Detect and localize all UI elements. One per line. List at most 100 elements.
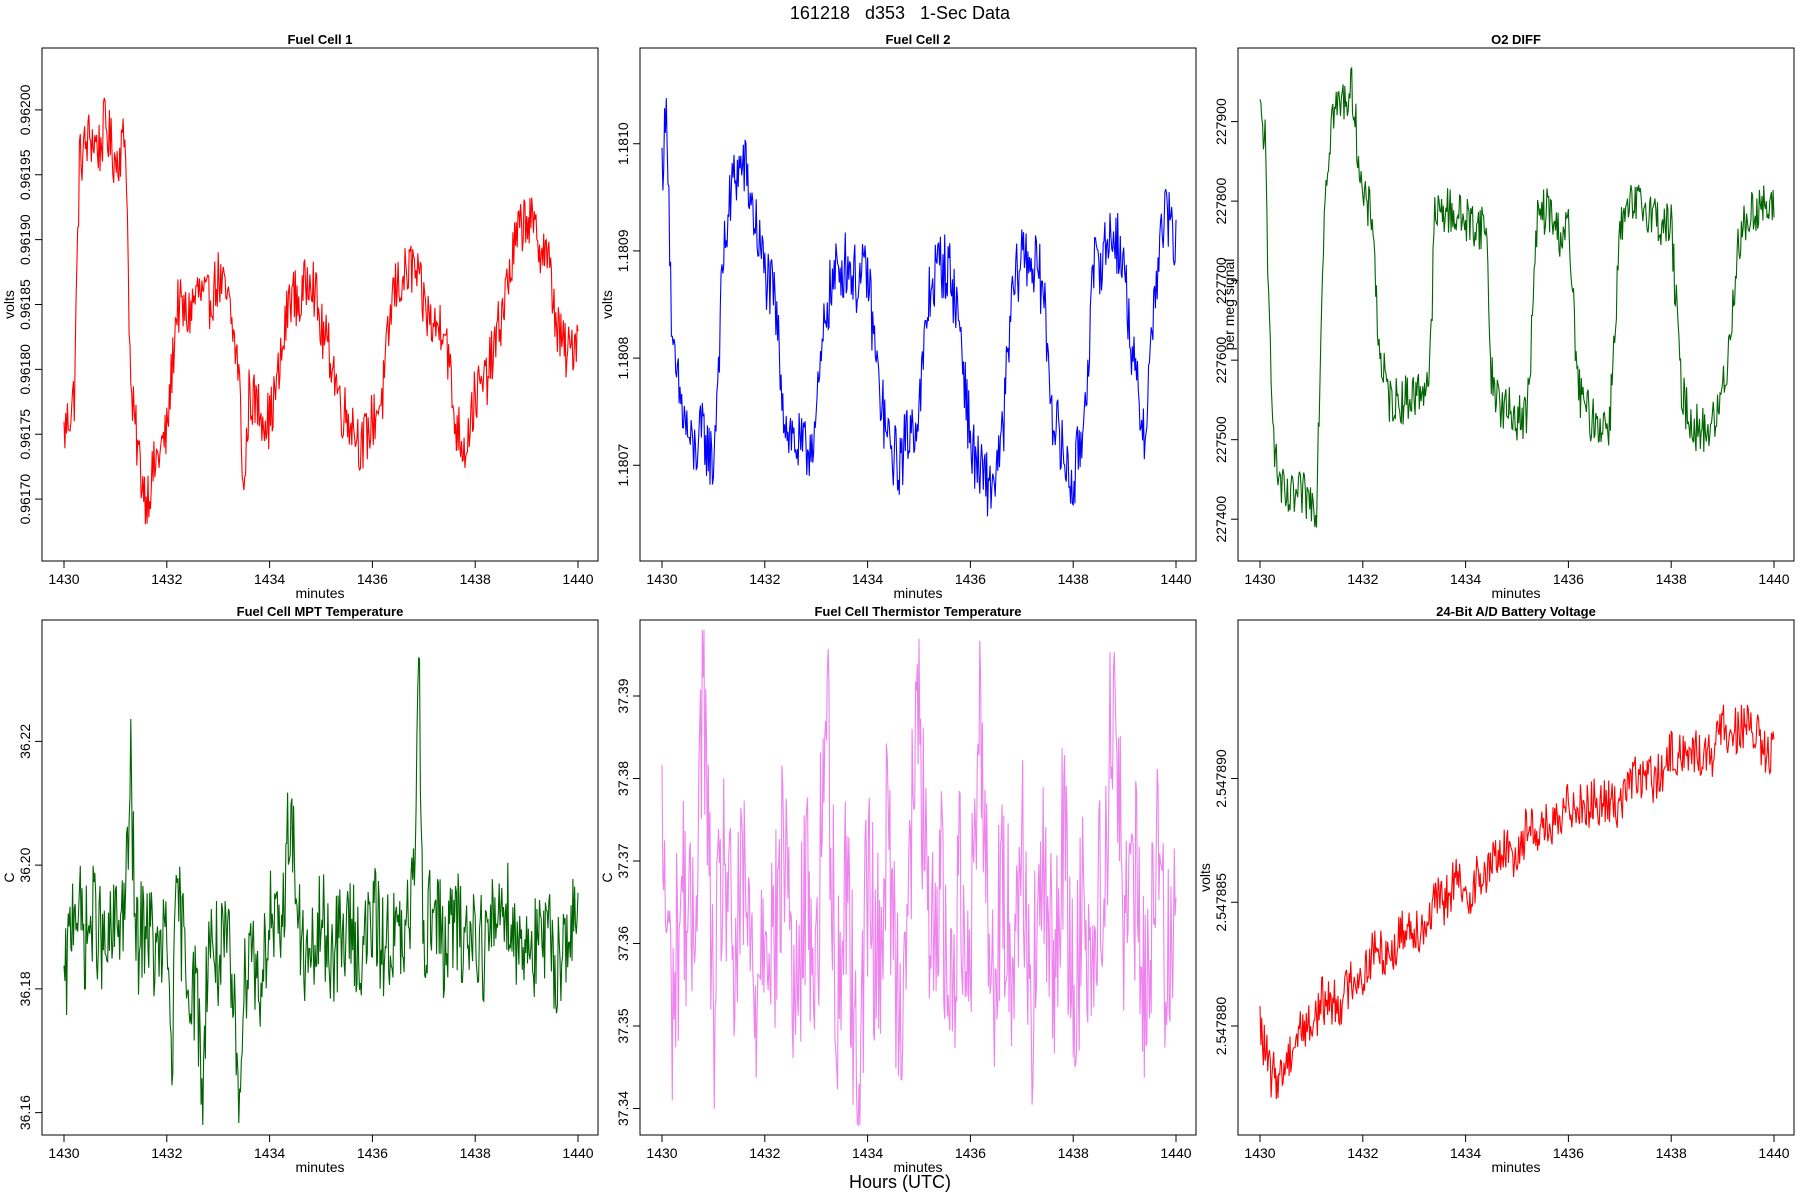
plot-frame [1237, 619, 1795, 1136]
chart-panel-1: Fuel Cell 1 1430 1432 1434 1436 1438 1440 minut… [1, 32, 599, 601]
x-axis-footer-label: Hours (UTC) [849, 1172, 951, 1192]
x-tick-label: 1440 [1160, 571, 1191, 587]
x-tick-label: 1436 [955, 1145, 986, 1161]
x-tick-label: 1440 [1160, 1145, 1191, 1161]
y-tick-label: 37.38 [615, 761, 631, 796]
chart-title: Fuel Cell 2 [885, 32, 950, 47]
plot-frame [41, 47, 599, 562]
chart-title: Fuel Cell Thermistor Temperature [814, 604, 1021, 619]
y-axis-label: C [599, 872, 615, 882]
y-tick-label: 37.36 [615, 926, 631, 961]
series-line [1259, 704, 1775, 1100]
x-tick-label: 1440 [562, 571, 593, 587]
y-tick-label: 36.18 [17, 971, 33, 1006]
y-axis-label: per meg signal [1221, 259, 1237, 351]
y-tick-label: 1.1809 [615, 229, 631, 272]
series-line [1259, 67, 1775, 528]
y-tick-label: 2.547890 [1213, 749, 1229, 808]
y-tick-label: 0.96170 [17, 474, 33, 525]
y-tick-label: 37.37 [615, 843, 631, 878]
chart-panel-6: 24-Bit A/D Battery Voltage 1430 1432 1434 14… [1197, 604, 1795, 1175]
y-tick-label: 227700 [1213, 257, 1229, 304]
chart-panel-5: Fuel Cell Thermistor Temperature 1430 1432… [599, 604, 1197, 1175]
x-tick-label: 1432 [1347, 571, 1378, 587]
x-axis-label: minutes [893, 585, 942, 601]
chart-title: O2 DIFF [1491, 32, 1541, 47]
y-axis-label: C [1, 872, 17, 882]
x-tick-label: 1430 [1244, 571, 1275, 587]
x-tick-label: 1440 [1758, 571, 1789, 587]
x-tick-label: 1436 [357, 571, 388, 587]
y-axis-label: volts [1197, 863, 1213, 892]
y-tick-label: 227400 [1213, 496, 1229, 543]
y-tick-label: 37.35 [615, 1008, 631, 1043]
chart-panel-2: Fuel Cell 2 1430 1432 1434 1436 1438 1440 minut… [599, 32, 1197, 601]
x-axis-label: minutes [1491, 585, 1540, 601]
x-tick-label: 1432 [749, 1145, 780, 1161]
y-tick-label: 36.16 [17, 1095, 33, 1130]
x-axis-label: minutes [295, 1159, 344, 1175]
x-axis-label: minutes [295, 585, 344, 601]
series-line [63, 97, 579, 525]
x-tick-label: 1438 [1656, 571, 1687, 587]
x-tick-label: 1436 [357, 1145, 388, 1161]
y-tick-label: 227600 [1213, 337, 1229, 384]
x-tick-label: 1438 [1058, 1145, 1089, 1161]
chart-panel-4: Fuel Cell MPT Temperature 1430 1432 1434 143… [1, 604, 599, 1175]
y-tick-label: 227800 [1213, 178, 1229, 225]
x-tick-label: 1438 [460, 1145, 491, 1161]
y-axis-label: volts [1, 290, 17, 319]
x-tick-label: 1434 [1450, 571, 1481, 587]
y-tick-label: 0.96175 [17, 409, 33, 460]
x-tick-label: 1432 [151, 571, 182, 587]
x-tick-label: 1440 [562, 1145, 593, 1161]
y-tick-label: 227500 [1213, 416, 1229, 463]
y-tick-label: 1.1807 [615, 444, 631, 487]
y-tick-label: 36.20 [17, 847, 33, 882]
x-tick-label: 1430 [646, 571, 677, 587]
y-tick-label: 1.1808 [615, 336, 631, 379]
x-tick-label: 1438 [1656, 1145, 1687, 1161]
y-tick-label: 0.96180 [17, 344, 33, 395]
x-tick-label: 1436 [955, 571, 986, 587]
page-title: 161218 d353 1-Sec Data [789, 3, 1011, 23]
x-tick-label: 1440 [1758, 1145, 1789, 1161]
y-tick-label: 2.547880 [1213, 997, 1229, 1056]
x-axis-label: minutes [893, 1159, 942, 1175]
series-line [661, 98, 1177, 517]
x-tick-label: 1434 [852, 571, 883, 587]
y-tick-label: 0.96185 [17, 279, 33, 330]
y-tick-label: 37.39 [615, 678, 631, 713]
y-tick-label: 37.34 [615, 1091, 631, 1126]
y-tick-label: 0.96200 [17, 84, 33, 135]
y-tick-label: 0.96190 [17, 214, 33, 265]
y-tick-label: 0.96195 [17, 149, 33, 200]
chart-panel-3: O2 DIFF 1430 1432 1434 1436 1438 1440 minutes 22… [1213, 32, 1795, 601]
x-tick-label: 1434 [254, 1145, 285, 1161]
x-tick-label: 1434 [852, 1145, 883, 1161]
x-axis-label: minutes [1491, 1159, 1540, 1175]
chart-title: Fuel Cell MPT Temperature [237, 604, 404, 619]
series-line [661, 629, 1177, 1127]
x-tick-label: 1430 [1244, 1145, 1275, 1161]
plot-frame [1237, 47, 1795, 562]
y-tick-label: 1.1810 [615, 122, 631, 165]
x-tick-label: 1434 [254, 571, 285, 587]
series-line [63, 657, 579, 1126]
x-tick-label: 1436 [1553, 1145, 1584, 1161]
x-tick-label: 1430 [48, 1145, 79, 1161]
plot-frame [639, 47, 1197, 562]
x-tick-label: 1430 [48, 571, 79, 587]
x-tick-label: 1432 [1347, 1145, 1378, 1161]
chart-title: Fuel Cell 1 [287, 32, 352, 47]
y-tick-label: 36.22 [17, 724, 33, 759]
x-tick-label: 1438 [460, 571, 491, 587]
y-tick-label: 227900 [1213, 98, 1229, 145]
x-tick-label: 1436 [1553, 571, 1584, 587]
chart-title: 24-Bit A/D Battery Voltage [1436, 604, 1596, 619]
x-tick-label: 1430 [646, 1145, 677, 1161]
x-tick-label: 1432 [151, 1145, 182, 1161]
plot-frame [41, 619, 599, 1136]
x-tick-label: 1438 [1058, 571, 1089, 587]
plot-frame [639, 619, 1197, 1136]
